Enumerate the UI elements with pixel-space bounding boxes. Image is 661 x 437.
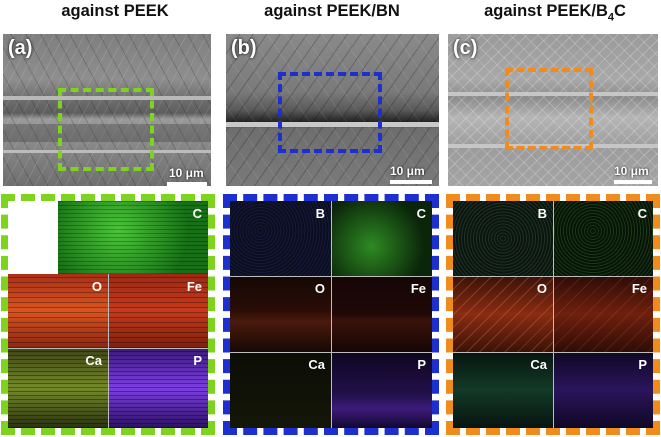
eds-map-o: O — [453, 276, 553, 352]
title-peek-b4c: against PEEK/B4C — [484, 2, 626, 24]
eds-map-frame-a: C O Fe Ca P — [1, 194, 215, 435]
panel-label-a: (a) — [8, 37, 33, 59]
element-label-o: O — [314, 281, 325, 296]
grid-divider — [553, 201, 554, 428]
eds-map-o: O — [230, 276, 331, 352]
wear-track-edge — [3, 150, 211, 153]
wear-track-edge — [226, 122, 439, 127]
wear-track — [3, 124, 211, 142]
grid-divider — [453, 352, 653, 353]
scale-bar-a — [167, 182, 207, 186]
eds-map-c: C — [553, 201, 653, 276]
eds-map-c: C — [331, 201, 432, 276]
wear-track-edge — [3, 96, 211, 100]
eds-map-fe: Fe — [108, 274, 208, 348]
scale-label-c: 10 μm — [614, 164, 649, 178]
element-label-b: B — [315, 206, 325, 221]
eds-map-p: P — [331, 352, 432, 428]
element-label-c: C — [637, 206, 647, 221]
eds-map-fe: Fe — [331, 276, 432, 352]
eds-map-frame-c: B C O Fe Ca P — [446, 194, 660, 435]
eds-map-ca: Ca — [230, 352, 331, 428]
wear-track-edge — [448, 92, 658, 96]
element-label-c: C — [192, 206, 202, 221]
selection-box-a — [58, 88, 154, 171]
grid-divider — [108, 274, 109, 428]
sem-image-b: (b) 10 μm — [226, 34, 439, 186]
grid-divider — [331, 201, 332, 428]
eds-map-fe: Fe — [553, 276, 653, 352]
element-label-ca: Ca — [308, 357, 325, 372]
title-peek: against PEEK — [61, 2, 169, 20]
eds-map-frame-b: B C O Fe Ca P — [223, 194, 439, 435]
panel-label-c: (c) — [453, 37, 478, 59]
element-label-o: O — [91, 279, 102, 294]
eds-map-p: P — [108, 348, 208, 428]
scale-bar-c — [614, 180, 652, 184]
element-label-o: O — [536, 281, 547, 296]
sem-image-a: (a) 10 μm — [3, 34, 211, 186]
eds-map-ca: Ca — [453, 352, 553, 428]
eds-map-b: B — [453, 201, 553, 276]
scale-label-b: 10 μm — [390, 164, 425, 178]
element-label-ca: Ca — [530, 357, 547, 372]
element-label-ca: Ca — [85, 353, 102, 368]
grid-divider — [230, 276, 432, 277]
eds-map-o: O — [8, 274, 108, 348]
eds-map-b: B — [230, 201, 331, 276]
element-label-fe: Fe — [410, 281, 426, 296]
sem-image-c: (c) 10 μm — [448, 34, 658, 186]
scale-bar-b — [390, 180, 432, 184]
grid-divider — [453, 276, 653, 277]
eds-map-c: C — [58, 201, 208, 274]
element-label-c: C — [416, 206, 426, 221]
eds-map-ca: Ca — [8, 348, 108, 428]
grid-divider — [8, 348, 208, 349]
scale-label-a: 10 μm — [169, 166, 204, 180]
selection-box-b — [278, 72, 382, 153]
element-label-fe: Fe — [186, 279, 202, 294]
element-label-fe: Fe — [631, 281, 647, 296]
panel-label-b: (b) — [231, 37, 257, 59]
element-label-p: P — [638, 357, 647, 372]
grid-divider — [230, 352, 432, 353]
title-peek-bn: against PEEK/BN — [264, 2, 400, 20]
selection-box-c — [505, 68, 593, 150]
element-label-b: B — [537, 206, 547, 221]
element-label-p: P — [417, 357, 426, 372]
eds-map-p: P — [553, 352, 653, 428]
element-label-p: P — [193, 353, 202, 368]
